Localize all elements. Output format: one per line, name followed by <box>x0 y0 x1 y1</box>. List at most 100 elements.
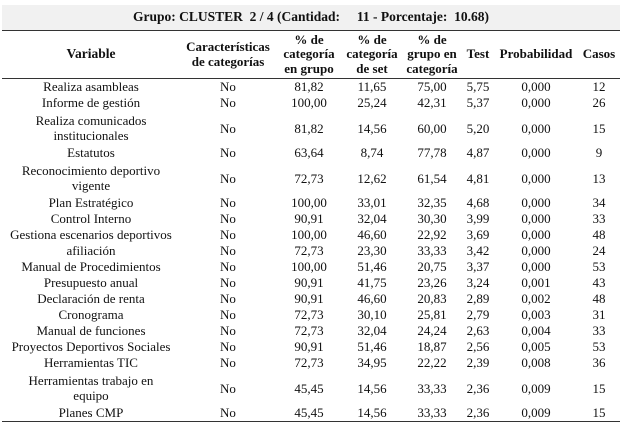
pct-categoria-de-set-cell: 23,30 <box>357 243 387 258</box>
probabilidad-cell: 0,000 <box>521 227 551 242</box>
probabilidad-cell: 0,009 <box>494 405 578 422</box>
variable-cell: Herramientas trabajo en equipo <box>2 371 180 405</box>
probabilidad-cell: 0,004 <box>521 323 551 338</box>
table-row: Manual de Procedimientos No 100,00 51,46 20,… <box>2 259 620 275</box>
pct-categoria-en-grupo-cell: 81,82 <box>294 120 324 136</box>
pct-categoria-de-set-cell: 12,62 <box>357 170 387 186</box>
variable-cell: Planes CMP <box>2 405 180 422</box>
variable-text: institucionales <box>53 128 129 143</box>
casos-cell: 12 <box>592 79 606 94</box>
test-cell: 2,36 <box>466 380 490 396</box>
pct-categoria-en-grupo-cell: 45,45 <box>294 380 324 396</box>
casos-cell: 15 <box>578 405 620 422</box>
pct-grupo-en-categoria-cell: 77,78 <box>417 145 447 160</box>
cluster-results-table: Grupo: CLUSTER 2 / 4 (Cantidad: 11 - Por… <box>2 5 620 422</box>
header-text: grupo en <box>407 46 457 62</box>
variable-text: Presupuesto anual <box>43 275 139 290</box>
variable-text: Gestiona escenarios deportivos <box>10 227 172 242</box>
variable-text: equipo <box>73 388 109 403</box>
table-row: Informe de gestión No 100,00 25,24 42,31 5,37… <box>2 95 620 111</box>
pct-grupo-en-categoria-cell: 33,33 <box>402 405 462 422</box>
pct-categoria-en-grupo-cell: 90,91 <box>294 275 324 290</box>
pct-grupo-en-categoria-cell: 33,33 <box>417 380 447 396</box>
probabilidad-cell: 0,005 <box>521 339 551 354</box>
variable-cell: Gestiona escenarios deportivos <box>2 227 180 243</box>
variable-text: Planes CMP <box>58 405 124 420</box>
header-pct-categoria-en-grupo: % de categoría en grupo <box>276 30 342 79</box>
test-cell: 4,81 <box>466 170 490 186</box>
caracteristica-cell: No <box>220 291 236 306</box>
pct-categoria-en-grupo-cell: 90,91 <box>294 211 324 226</box>
pct-categoria-de-set-cell: 14,56 <box>342 405 402 422</box>
test-cell: 5,37 <box>466 95 490 110</box>
variable-cell: Realiza comunicados institucionales <box>2 111 180 145</box>
pct-categoria-en-grupo-cell: 72,73 <box>294 323 324 338</box>
test-cell: 2,89 <box>466 291 490 306</box>
pct-grupo-en-categoria-cell: 30,30 <box>417 211 447 226</box>
header-pct-categoria-de-set: % de categoría de set <box>342 30 402 79</box>
probabilidad-cell: 0,000 <box>521 259 551 274</box>
variable-text: afiliación <box>66 243 116 258</box>
variable-cell: Plan Estratégico <box>2 195 180 211</box>
pct-categoria-de-set-cell: 41,75 <box>357 275 387 290</box>
pct-grupo-en-categoria-cell: 18,87 <box>417 339 447 354</box>
caracteristica-cell: No <box>220 195 236 210</box>
caracteristica-cell: No <box>220 170 236 186</box>
pct-categoria-de-set-cell: 14,56 <box>357 120 387 136</box>
header-caracteristicas: Características de categorías <box>180 30 276 79</box>
variable-cell: Reconocimiento deportivo vigente <box>2 161 180 195</box>
pct-grupo-en-categoria-cell: 22,22 <box>417 355 447 370</box>
table-body: Realiza asambleas No 81,82 11,65 75,00 5,75 0,… <box>2 79 620 422</box>
pct-categoria-de-set-cell: 8,74 <box>360 145 384 160</box>
header-variable: Variable <box>2 30 180 79</box>
variable-text: Manual de Procedimientos <box>21 259 161 274</box>
header-probabilidad: Probabilidad <box>494 30 578 79</box>
table-row: Realiza asambleas No 81,82 11,65 75,00 5,75 0,… <box>2 79 620 96</box>
header-text: categoría <box>346 46 398 62</box>
pct-grupo-en-categoria-cell: 23,26 <box>417 275 447 290</box>
casos-cell: 15 <box>592 120 606 136</box>
probabilidad-cell: 0,000 <box>521 79 551 94</box>
casos-cell: 33 <box>592 323 606 338</box>
pct-categoria-de-set-cell: 30,10 <box>357 307 387 322</box>
variable-cell: Declaración de renta <box>2 291 180 307</box>
variable-cell: Presupuesto anual <box>2 275 180 291</box>
probabilidad-cell: 0,001 <box>521 275 551 290</box>
caracteristica-cell: No <box>220 380 236 396</box>
pct-categoria-en-grupo-cell: 72,73 <box>294 170 324 186</box>
variable-cell: Manual de funciones <box>2 323 180 339</box>
table-row: Manual de funciones No 72,73 32,04 24,24 2,63… <box>2 323 620 339</box>
caracteristica-cell: No <box>220 275 236 290</box>
caracteristica-cell: No <box>220 323 236 338</box>
casos-cell: 48 <box>592 227 606 242</box>
title-row: Grupo: CLUSTER 2 / 4 (Cantidad: 11 - Por… <box>2 5 620 31</box>
table-row: Control Interno No 90,91 32,04 30,30 3,99 0,00… <box>2 211 620 227</box>
variable-text: Realiza comunicados <box>35 113 147 128</box>
test-cell: 4,68 <box>466 195 490 210</box>
pct-categoria-de-set-cell: 14,56 <box>357 380 387 396</box>
casos-cell: 43 <box>592 275 606 290</box>
variable-text: Realiza asambleas <box>43 79 139 94</box>
caracteristica-cell: No <box>220 120 236 136</box>
header-row: Variable Características de categorías %… <box>2 30 620 79</box>
header-text: categoría <box>283 46 335 62</box>
pct-grupo-en-categoria-cell: 32,35 <box>417 195 447 210</box>
pct-categoria-en-grupo-cell: 72,73 <box>294 243 324 258</box>
pct-grupo-en-categoria-cell: 75,00 <box>417 79 447 94</box>
casos-cell: 9 <box>595 145 603 160</box>
table-row: Declaración de renta No 90,91 46,60 20,83 2,8… <box>2 291 620 307</box>
casos-cell: 31 <box>592 307 606 322</box>
casos-cell: 36 <box>592 355 606 370</box>
pct-grupo-en-categoria-cell: 20,75 <box>417 259 447 274</box>
pct-categoria-de-set-cell: 46,60 <box>357 291 387 306</box>
probabilidad-cell: 0,002 <box>521 291 551 306</box>
probabilidad-cell: 0,000 <box>521 195 551 210</box>
pct-grupo-en-categoria-cell: 25,81 <box>417 307 447 322</box>
probabilidad-cell: 0,000 <box>521 170 551 186</box>
table-row: Herramientas trabajo en equipo No 45,45 14,5… <box>2 371 620 405</box>
variable-text: Estatutos <box>67 145 115 160</box>
variable-text: Declaración de renta <box>37 291 145 306</box>
pct-grupo-en-categoria-cell: 22,92 <box>417 227 447 242</box>
header-test: Test <box>462 30 494 79</box>
header-text: de categorías <box>191 53 265 69</box>
